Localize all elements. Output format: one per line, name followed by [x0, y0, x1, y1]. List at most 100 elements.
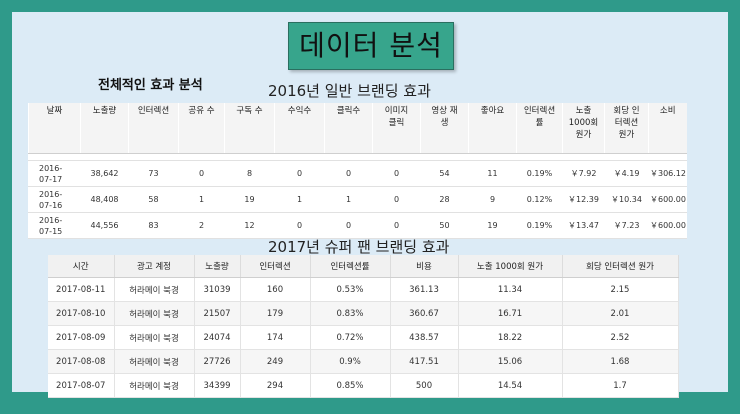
cell: ￥7.23 [604, 212, 649, 239]
cell: 31039 [194, 277, 241, 302]
branding-2016-table: 날짜 노출량 인터렉션 공유 수 구독 수 수익수 클릭수 이미지 클릭 영상 재… [28, 103, 687, 239]
table2-caption: 2017년 슈퍼 팬 브랜딩 효과 [268, 238, 450, 256]
header-impressions: 노출량 [194, 255, 241, 278]
cell: 1.7 [562, 373, 679, 398]
cell: 0.19% [516, 212, 563, 239]
cell: 179 [240, 301, 311, 326]
table-row: 2017-08-11 허라메이 북경 31039 160 0.53% 361.1… [48, 277, 679, 302]
cell: 19 [224, 186, 275, 213]
cell: 438.57 [390, 325, 459, 350]
cell: 0 [274, 160, 325, 187]
cell: 1 [324, 186, 373, 213]
header-spend: 소비 [648, 103, 687, 154]
cell: 2.01 [562, 301, 679, 326]
cell-time: 2017-08-07 [48, 373, 115, 398]
header-impressions: 노출량 [80, 103, 129, 154]
cell-date: 2016- 07-16 [28, 186, 81, 213]
cell: 8 [224, 160, 275, 187]
cell: 2 [178, 212, 225, 239]
cell: 0 [324, 160, 373, 187]
header-date: 날짜 [28, 103, 81, 154]
cell: 174 [240, 325, 311, 350]
cell-time: 2017-08-11 [48, 277, 115, 302]
cell: 허라메이 북경 [114, 301, 195, 326]
cell: 0 [324, 212, 373, 239]
cell: 0.19% [516, 160, 563, 187]
header-cpm: 노출 1000회 원가 [562, 103, 605, 154]
cell: 160 [240, 277, 311, 302]
cell-time: 2017-08-10 [48, 301, 115, 326]
cell: 38,642 [80, 160, 129, 187]
table-row: 2016- 07-15 44,556 83 2 12 0 0 0 50 19 0.… [28, 212, 687, 239]
cell: ￥13.47 [562, 212, 605, 239]
cell: 1.68 [562, 349, 679, 374]
cell: 21507 [194, 301, 241, 326]
cell: 249 [240, 349, 311, 374]
cell: 16.71 [458, 301, 563, 326]
cell: 허라메이 북경 [114, 277, 195, 302]
header-revenue-count: 수익수 [274, 103, 325, 154]
cell: 0 [372, 160, 421, 187]
cell: 1 [178, 186, 225, 213]
cell: 34399 [194, 373, 241, 398]
cell: 12 [224, 212, 275, 239]
cell: 83 [128, 212, 179, 239]
header-cost-per-interaction: 회당 인 터렉션 원가 [604, 103, 649, 154]
cell: 14.54 [458, 373, 563, 398]
cell: ￥306.12 [648, 160, 687, 187]
cell: 48,408 [80, 186, 129, 213]
cell: 9 [468, 186, 517, 213]
cell: ￥600.00 [648, 212, 687, 239]
slide-title: 데이터 분석 [288, 22, 454, 70]
cell-time: 2017-08-08 [48, 349, 115, 374]
cell: 허라메이 북경 [114, 325, 195, 350]
cell: 0 [178, 160, 225, 187]
table-row: 2016- 07-16 48,408 58 1 19 1 1 0 28 9 0.1… [28, 186, 687, 213]
header-time: 시간 [48, 255, 115, 278]
cell: ￥600.00 [648, 186, 687, 213]
cell: 360.67 [390, 301, 459, 326]
cell: 28 [420, 186, 469, 213]
cell: 73 [128, 160, 179, 187]
header-cpm: 노출 1000회 원가 [458, 255, 563, 278]
cell: 50 [420, 212, 469, 239]
cell: ￥4.19 [604, 160, 649, 187]
cell: 0 [372, 212, 421, 239]
cell: ￥12.39 [562, 186, 605, 213]
cell: 허라메이 북경 [114, 373, 195, 398]
cell: 0 [274, 212, 325, 239]
table-row: 2017-08-08 허라메이 북경 27726 249 0.9% 417.51… [48, 349, 679, 374]
cell: 0.9% [310, 349, 391, 374]
table-row: 2016- 07-17 38,642 73 0 8 0 0 0 54 11 0.1… [28, 160, 687, 187]
cell: 0.12% [516, 186, 563, 213]
cell: 294 [240, 373, 311, 398]
cell: 1 [274, 186, 325, 213]
cell: 58 [128, 186, 179, 213]
cell: 2.15 [562, 277, 679, 302]
cell: 2.52 [562, 325, 679, 350]
cell: 27726 [194, 349, 241, 374]
cell: 44,556 [80, 212, 129, 239]
header-cost: 비용 [390, 255, 459, 278]
header-cost-per-interaction: 회당 인터렉션 원가 [562, 255, 679, 278]
table1-caption: 2016년 일반 브랜딩 효과 [268, 82, 431, 100]
cell: 24074 [194, 325, 241, 350]
cell: 361.13 [390, 277, 459, 302]
cell-date: 2016- 07-17 [28, 160, 81, 187]
cell: 0.83% [310, 301, 391, 326]
table-row: 2017-08-07 허라메이 북경 34399 294 0.85% 500 1… [48, 373, 679, 398]
cell: 19 [468, 212, 517, 239]
cell-date: 2016- 07-15 [28, 212, 81, 239]
header-shares: 공유 수 [178, 103, 225, 154]
header-ad-account: 광고 계정 [114, 255, 195, 278]
cell: 0.72% [310, 325, 391, 350]
header-interactions: 인터렉션 [128, 103, 179, 154]
table-row: 2017-08-10 허라메이 북경 21507 179 0.83% 360.6… [48, 301, 679, 326]
super-fan-2017-table: 시간 광고 계정 노출량 인터렉션 인터렉션률 비용 노출 1000회 원가 회… [48, 255, 679, 398]
cell: ￥7.92 [562, 160, 605, 187]
cell-time: 2017-08-09 [48, 325, 115, 350]
cell: 허라메이 북경 [114, 349, 195, 374]
cell: ￥10.34 [604, 186, 649, 213]
